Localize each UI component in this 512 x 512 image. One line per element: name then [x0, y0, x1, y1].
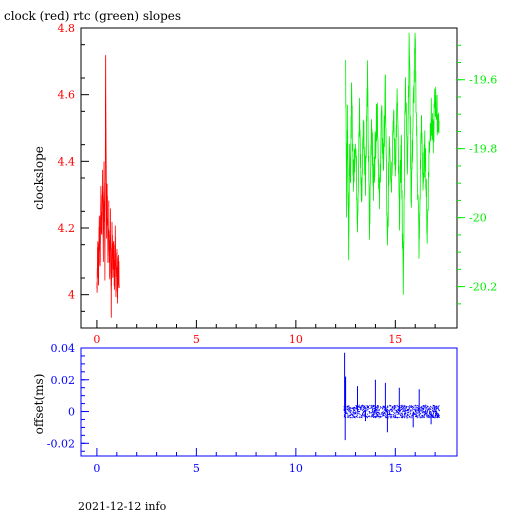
y-tick-label: 4.8 [58, 22, 76, 35]
y-tick-label: 0 [68, 406, 75, 419]
top-series [96, 32, 440, 318]
x-tick-label: 0 [93, 462, 100, 475]
bottom-panel: 0 5 10 15 -0.02 0 0.02 0.04 offset(ms) [32, 342, 458, 475]
x-tick-label: 5 [193, 462, 200, 475]
y-tick-label: 0.04 [51, 342, 76, 355]
x-tick-label: 10 [289, 462, 303, 475]
y2-tick-label: -20.2 [469, 281, 497, 294]
x-tick-label: 15 [388, 462, 402, 475]
y-tick-label: 4.2 [58, 222, 76, 235]
x-tick-label: 0 [93, 333, 100, 346]
chart-title: clock (red) rtc (green) slopes [4, 9, 181, 23]
x-tick-label: 5 [193, 333, 200, 346]
x-tick-label: 10 [289, 333, 303, 346]
bottom-plot-frame [80, 347, 458, 457]
footer-text: 2021-12-12 info [78, 500, 167, 512]
series-line-rtc [345, 32, 440, 295]
offset-points [343, 352, 440, 441]
y2-tick-label: -19.6 [469, 74, 497, 87]
y-tick-label: 4.4 [58, 155, 76, 168]
y2-tick-label: -19.8 [469, 143, 497, 156]
series-line-clock [96, 54, 120, 318]
bottom-ylabel: offset(ms) [32, 374, 46, 435]
y-tick-label: 4 [68, 289, 75, 302]
top-ylabel: clockslope [32, 146, 46, 210]
bottom-ticks: 0 5 10 15 -0.02 0 0.02 0.04 [47, 342, 436, 475]
top-panel: 0 5 10 15 4 4.2 4.4 4.6 4.8 -19.6 -19.8 -20 -20.2 cl… [32, 22, 497, 346]
y-tick-label: 4.6 [58, 89, 76, 102]
y2-tick-label: -20 [469, 212, 487, 225]
top-ticks: 0 5 10 15 4 4.2 4.4 4.6 4.8 -19.6 -19.8 -20 -20.2 [58, 22, 498, 346]
y-tick-label: 0.02 [51, 374, 76, 387]
bottom-series [343, 352, 440, 441]
y-tick-label: -0.02 [47, 437, 75, 450]
x-tick-label: 15 [388, 333, 402, 346]
